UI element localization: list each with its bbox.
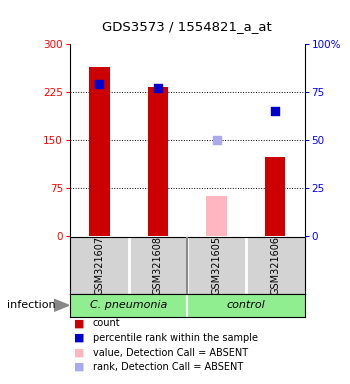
Text: GSM321606: GSM321606 [270, 236, 280, 295]
Text: rank, Detection Call = ABSENT: rank, Detection Call = ABSENT [93, 362, 243, 372]
Text: ■: ■ [74, 318, 84, 328]
Text: value, Detection Call = ABSENT: value, Detection Call = ABSENT [93, 348, 248, 358]
Bar [206, 196, 227, 236]
Bar [89, 66, 110, 236]
Bar [265, 157, 286, 236]
Text: GSM321607: GSM321607 [94, 236, 104, 295]
Point [214, 137, 219, 143]
Text: GSM321608: GSM321608 [153, 236, 163, 295]
Text: ■: ■ [74, 333, 84, 343]
Point [155, 85, 161, 91]
Point [272, 108, 278, 114]
Text: control: control [226, 300, 265, 310]
Text: infection: infection [7, 300, 56, 310]
Text: count: count [93, 318, 120, 328]
Text: ■: ■ [74, 348, 84, 358]
Polygon shape [54, 300, 69, 311]
Text: C. pneumonia: C. pneumonia [90, 300, 167, 310]
Text: ■: ■ [74, 362, 84, 372]
Text: GDS3573 / 1554821_a_at: GDS3573 / 1554821_a_at [102, 20, 272, 33]
Bar [148, 87, 168, 236]
Text: GSM321605: GSM321605 [211, 236, 222, 295]
Text: percentile rank within the sample: percentile rank within the sample [93, 333, 258, 343]
Point [97, 81, 102, 88]
